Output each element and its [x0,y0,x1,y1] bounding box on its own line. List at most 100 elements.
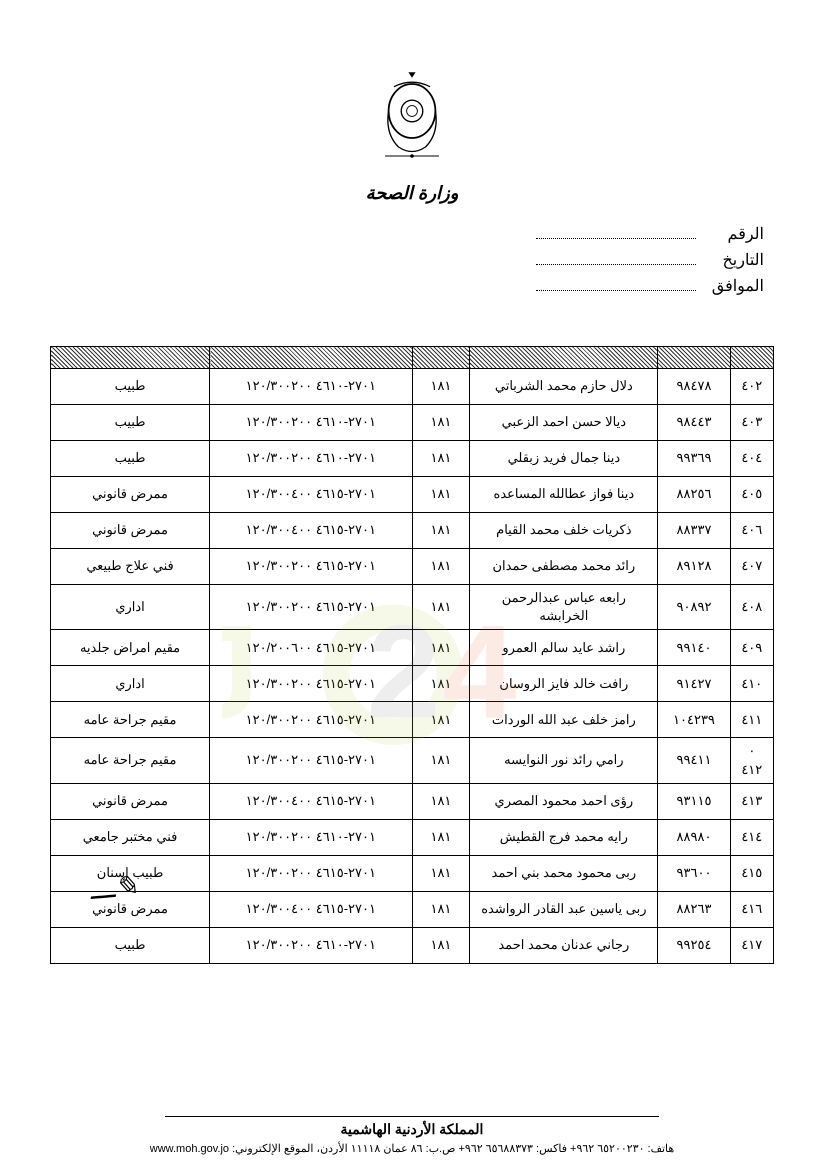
cell-seq: ٤٠٣ [730,405,773,441]
header-area: وزارة الصحة [50,30,774,204]
cell-code: ١٨١ [412,927,470,963]
cell-nums: ٢٧٠١-٤٦١٥ ١٢٠/٣٠٠٤٠٠ [210,513,412,549]
label-number: الرقم [704,224,764,244]
cell-job: ممرض قانوني [51,477,210,513]
cell-name: ذكريات خلف محمد القيام [470,513,658,549]
form-row-corresponding: الموافق [60,276,764,296]
cell-name: دينا جمال فريد زبقلي [470,441,658,477]
cell-job: ممرض قانوني [51,513,210,549]
cell-code: ١٨١ [412,819,470,855]
cell-job: اداري [51,585,210,630]
cell-nums: ٢٧٠١-٤٦١٥ ١٢٠/٢٠٠٦٠٠ [210,630,412,666]
cell-nums: ٢٧٠١-٤٦١٥ ١٢٠/٣٠٠٢٠٠ [210,702,412,738]
table-row: ٤٠٣٩٨٤٤٣ديالا حسن احمد الزعبي١٨١٢٧٠١-٤٦١… [51,405,774,441]
cell-seq: ٤٠٦ [730,513,773,549]
cell-id: ٨٨٣٣٧ [658,513,730,549]
cell-id: ٨٨٩٨٠ [658,819,730,855]
cell-seq: ٤١٤ [730,819,773,855]
cell-job: طبيب [51,441,210,477]
cell-code: ١٨١ [412,477,470,513]
label-date: التاريخ [704,250,764,270]
dotted-line [536,277,696,291]
cell-name: رؤى احمد محمود المصري [470,783,658,819]
col-seq [730,347,773,369]
cell-nums: ٢٧٠١-٤٦١٠ ١٢٠/٣٠٠٢٠٠ [210,441,412,477]
cell-id: ٩٨٤٧٨ [658,369,730,405]
cell-name: رابعه عباس عبدالرحمن الخرابشه [470,585,658,630]
cell-job: مقيم جراحة عامه [51,702,210,738]
form-fields: الرقم التاريخ الموافق [60,224,764,296]
cell-name: ربى محمود محمد بني احمد [470,855,658,891]
col-code [412,347,470,369]
col-id [658,347,730,369]
cell-code: ١٨١ [412,891,470,927]
cell-nums: ٢٧٠١-٤٦١٥ ١٢٠/٣٠٠٤٠٠ [210,891,412,927]
cell-seq: ٤٠٥ [730,477,773,513]
cell-nums: ٢٧٠١-٤٦١٠ ١٢٠/٣٠٠٢٠٠ [210,369,412,405]
cell-nums: ٢٧٠١-٤٦١٥ ١٢٠/٣٠٠٤٠٠ [210,477,412,513]
table-row: ٤٠٢٩٨٤٧٨دلال حازم محمد الشرباتي١٨١٢٧٠١-٤… [51,369,774,405]
col-name [470,347,658,369]
cell-code: ١٨١ [412,585,470,630]
cell-code: ١٨١ [412,441,470,477]
cell-code: ١٨١ [412,630,470,666]
cell-job: ممرض قانوني [51,783,210,819]
table-header-row [51,347,774,369]
cell-id: ٨٨٢٦٣ [658,891,730,927]
cell-seq: ٤١٦ [730,891,773,927]
table-row: ٤٠٤٩٩٣٦٩دينا جمال فريد زبقلي١٨١٢٧٠١-٤٦١٠… [51,441,774,477]
table-row: ٤١٣٩٣١١٥رؤى احمد محمود المصري١٨١٢٧٠١-٤٦١… [51,783,774,819]
table-row: ٠ ٤١٢٩٩٤١١رامي رائد نور النوايسه١٨١٢٧٠١-… [51,738,774,783]
table-row: ٤١٧٩٩٢٥٤رجاني عدنان محمد احمد١٨١٢٧٠١-٤٦١… [51,927,774,963]
cell-id: ١٠٤٢٣٩ [658,702,730,738]
cell-id: ٩١٤٢٧ [658,666,730,702]
cell-job: طبيب [51,369,210,405]
cell-name: رافت خالد فايز الروسان [470,666,658,702]
cell-code: ١٨١ [412,702,470,738]
cell-nums: ٢٧٠١-٤٦١٥ ١٢٠/٣٠٠٢٠٠ [210,738,412,783]
cell-nums: ٢٧٠١-٤٦١٥ ١٢٠/٣٠٠٢٠٠ [210,549,412,585]
table-row: ٤١٥٩٣٦٠٠ربى محمود محمد بني احمد١٨١٢٧٠١-٤… [51,855,774,891]
cell-seq: ٤١٣ [730,783,773,819]
cell-id: ٩٩٣٦٩ [658,441,730,477]
cell-name: رامز خلف عبد الله الوردات [470,702,658,738]
cell-seq: ٤١٥ [730,855,773,891]
form-row-number: الرقم [60,224,764,244]
footer-title: المملكة الأردنية الهاشمية [165,1116,659,1138]
personnel-table: ٤٠٢٩٨٤٧٨دلال حازم محمد الشرباتي١٨١٢٧٠١-٤… [50,346,774,964]
cell-code: ١٨١ [412,783,470,819]
cell-id: ٩٩١٤٠ [658,630,730,666]
cell-name: رائد محمد مصطفى حمدان [470,549,658,585]
col-job [51,347,210,369]
cell-code: ١٨١ [412,666,470,702]
cell-seq: ٤٠٢ [730,369,773,405]
cell-nums: ٢٧٠١-٤٦١٥ ١٢٠/٣٠٠٢٠٠ [210,666,412,702]
cell-id: ٩٣١١٥ [658,783,730,819]
cell-nums: ٢٧٠١-٤٦١٥ ١٢٠/٣٠٠٢٠٠ [210,855,412,891]
cell-id: ٩٣٦٠٠ [658,855,730,891]
table-row: ٤٠٥٨٨٢٥٦دينا فواز عطالله المساعده١٨١٢٧٠١… [51,477,774,513]
cell-job: مقيم جراحة عامه [51,738,210,783]
cell-name: رايه محمد فرج القطيش [470,819,658,855]
cell-code: ١٨١ [412,513,470,549]
table-row: ٤١٤٨٨٩٨٠رايه محمد فرج القطيش١٨١٢٧٠١-٤٦١٠… [51,819,774,855]
table-row: ٤٠٦٨٨٣٣٧ذكريات خلف محمد القيام١٨١٢٧٠١-٤٦… [51,513,774,549]
table-row: ٤٠٨٩٠٨٩٢رابعه عباس عبدالرحمن الخرابشه١٨١… [51,585,774,630]
cell-job: فني مختبر جامعي [51,819,210,855]
cell-code: ١٨١ [412,405,470,441]
form-row-date: التاريخ [60,250,764,270]
cell-id: ٩٩٢٥٤ [658,927,730,963]
cell-name: ديالا حسن احمد الزعبي [470,405,658,441]
cell-code: ١٨١ [412,855,470,891]
cell-nums: ٢٧٠١-٤٦١٥ ١٢٠/٣٠٠٤٠٠ [210,783,412,819]
cell-seq: ٤٠٧ [730,549,773,585]
cell-nums: ٢٧٠١-٤٦١٠ ١٢٠/٣٠٠٢٠٠ [210,405,412,441]
cell-job: مقيم امراض جلديه [51,630,210,666]
table-row: ٤١١١٠٤٢٣٩رامز خلف عبد الله الوردات١٨١٢٧٠… [51,702,774,738]
cell-nums: ٢٧٠١-٤٦١٠ ١٢٠/٣٠٠٢٠٠ [210,819,412,855]
table-row: ٤٠٧٨٩١٢٨رائد محمد مصطفى حمدان١٨١٢٧٠١-٤٦١… [51,549,774,585]
cell-seq: ٤١١ [730,702,773,738]
table-row: ٤١٠٩١٤٢٧رافت خالد فايز الروسان١٨١٢٧٠١-٤٦… [51,666,774,702]
cell-job: طبيب [51,405,210,441]
label-corresponding: الموافق [704,276,764,296]
